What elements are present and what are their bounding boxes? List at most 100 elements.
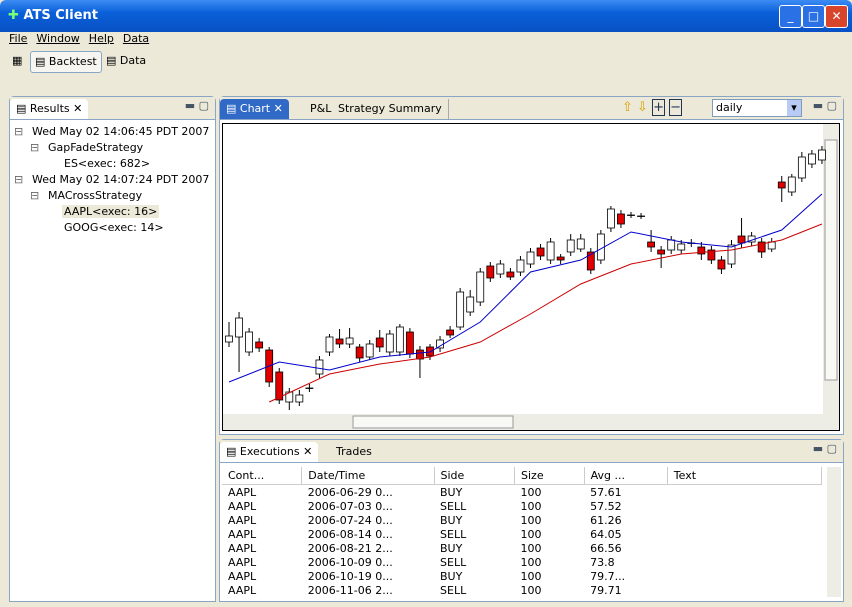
- pnl-tab[interactable]: P&L: [304, 99, 337, 119]
- tree-label: ES<exec: 682>: [64, 157, 151, 170]
- tree-label: AAPL<exec: 16>: [62, 205, 160, 218]
- tree-row[interactable]: ⊟ MACrossStrategy: [14, 188, 211, 204]
- cell: 61.26: [590, 513, 622, 527]
- tree-label: MACrossStrategy: [48, 189, 143, 202]
- candle-body: [606, 208, 615, 229]
- period-select[interactable]: daily ▾: [712, 99, 802, 117]
- executions-tab[interactable]: ▤ Executions ✕: [220, 442, 319, 462]
- cell: 100: [520, 569, 542, 583]
- view-controls[interactable]: ▬ ▢: [812, 99, 837, 112]
- cell: 57.61: [590, 485, 622, 499]
- tree-row[interactable]: ⊟ Wed May 02 14:06:45 PDT 2007: [14, 124, 211, 140]
- cell: 79.71: [590, 583, 622, 597]
- cell: 100: [520, 555, 542, 569]
- label: Backtest: [48, 55, 97, 68]
- v-scroll-thumb[interactable]: [824, 139, 838, 381]
- cell: 100: [520, 541, 542, 555]
- candle-body: [717, 259, 726, 270]
- cell: 2006-08-14 0...: [307, 527, 393, 541]
- nav-buttons[interactable]: ⇧ ⇩ + −: [622, 99, 683, 116]
- candle-body: [405, 331, 414, 355]
- cell: AAPL: [228, 569, 257, 583]
- cell: 2006-07-24 0...: [307, 513, 393, 527]
- table-row[interactable]: AAPL 2006-08-21 2... BUY 100 66.56: [222, 541, 822, 555]
- menu-item[interactable]: File: [9, 32, 28, 45]
- tab-label: Results: [29, 102, 70, 115]
- cell: [667, 513, 821, 527]
- tree-row[interactable]: ⊟ GapFadeStrategy: [14, 140, 211, 156]
- table-row[interactable]: AAPL 2006-07-03 0... SELL 100 57.52: [222, 499, 822, 513]
- expander: ⊟: [30, 141, 40, 154]
- summary-tab[interactable]: Strategy Summary: [332, 99, 449, 119]
- candle-body: [808, 153, 816, 165]
- candle-body: [697, 246, 706, 255]
- candle-body: [677, 243, 686, 251]
- candle-body: [546, 241, 555, 261]
- chart: [222, 123, 840, 431]
- table-scrollbar[interactable]: [827, 467, 841, 597]
- cell: AAPL: [228, 485, 257, 499]
- tree-row[interactable]: GOOG<exec: 14>: [14, 220, 211, 236]
- candle-body: [737, 235, 746, 244]
- cell: [667, 541, 821, 555]
- cell: BUY: [440, 513, 463, 527]
- results-tab[interactable]: ▤ Results ✕: [10, 99, 89, 119]
- candle-body: [667, 239, 676, 251]
- table-row[interactable]: AAPL 2006-08-14 0... SELL 100 64.05: [222, 527, 822, 541]
- tree-row[interactable]: AAPL<exec: 16>: [14, 204, 211, 220]
- data-button[interactable]: ▤ Data: [106, 54, 147, 67]
- column-header[interactable]: Side: [434, 467, 516, 485]
- chart-tab[interactable]: ▤ Chart ✕: [220, 99, 289, 119]
- window-title: ATS Client: [23, 8, 98, 23]
- candle-body: [285, 391, 294, 403]
- table-row[interactable]: AAPL 2006-06-29 0... BUY 100 57.61: [222, 485, 822, 500]
- cell: [667, 555, 821, 569]
- cell: 100: [520, 583, 542, 597]
- table-row[interactable]: AAPL 2006-10-19 0... BUY 100 79.7...: [222, 569, 822, 583]
- close[interactable]: ✕: [825, 5, 848, 28]
- column-header[interactable]: Size: [514, 467, 585, 485]
- h-scroll-thumb[interactable]: [352, 415, 514, 429]
- trades-tab[interactable]: Trades: [330, 442, 378, 462]
- tree-label: Wed May 02 14:07:24 PDT 2007: [32, 173, 210, 186]
- cell: 100: [520, 499, 542, 513]
- column-header[interactable]: Date/Time: [301, 467, 435, 485]
- candle-body: [305, 387, 314, 389]
- table-row[interactable]: AAPL 2006-11-06 2... SELL 100 79.71: [222, 583, 822, 597]
- table-row[interactable]: AAPL 2006-10-09 0... SELL 100 73.8: [222, 555, 822, 569]
- candle-body: [486, 265, 495, 279]
- cell: SELL: [440, 499, 467, 513]
- minimize[interactable]: _: [779, 5, 802, 28]
- menu-item[interactable]: Data: [122, 32, 150, 45]
- menu-item[interactable]: Help: [88, 32, 114, 45]
- candle-body: [516, 259, 525, 273]
- expander: ⊟: [14, 173, 24, 186]
- backtest-button[interactable]: ▤ Backtest: [30, 51, 102, 73]
- view-controls[interactable]: ▬ ▢: [184, 99, 209, 112]
- candle-body: [456, 291, 465, 328]
- cell: AAPL: [228, 499, 257, 513]
- candle-body: [647, 241, 656, 248]
- h-scrollbar[interactable]: [223, 414, 823, 430]
- table-row[interactable]: AAPL 2006-07-24 0... BUY 100 61.26: [222, 513, 822, 527]
- cell: BUY: [440, 485, 463, 499]
- executions-panel: ▤ Executions ✕ Trades ▬ ▢ Cont... Date/Ti…: [219, 439, 844, 602]
- tree-row[interactable]: ES<exec: 682>: [14, 156, 211, 172]
- tab-label: Executions: [239, 445, 300, 458]
- candle-body: [707, 249, 716, 261]
- cell: [667, 527, 821, 541]
- candle-body: [767, 241, 776, 250]
- menu-item[interactable]: Window: [36, 32, 80, 45]
- tab-label: P&L: [310, 102, 332, 115]
- column-header[interactable]: Avg ...: [584, 467, 668, 485]
- tree-row[interactable]: ⊟ Wed May 02 14:07:24 PDT 2007: [14, 172, 211, 188]
- candle-body: [385, 333, 394, 353]
- column-header[interactable]: Text: [667, 467, 823, 485]
- tab-bar: ▤ Chart ✕ P&L Strategy Summary ⇧ ⇩ + − d…: [220, 97, 843, 120]
- view-controls[interactable]: ▬ ▢: [812, 442, 837, 455]
- maximize[interactable]: □: [802, 5, 825, 28]
- cell: 2006-10-09 0...: [307, 555, 393, 569]
- column-header[interactable]: Cont...: [222, 467, 303, 485]
- cell: 66.56: [590, 541, 622, 555]
- candle-body: [576, 238, 585, 250]
